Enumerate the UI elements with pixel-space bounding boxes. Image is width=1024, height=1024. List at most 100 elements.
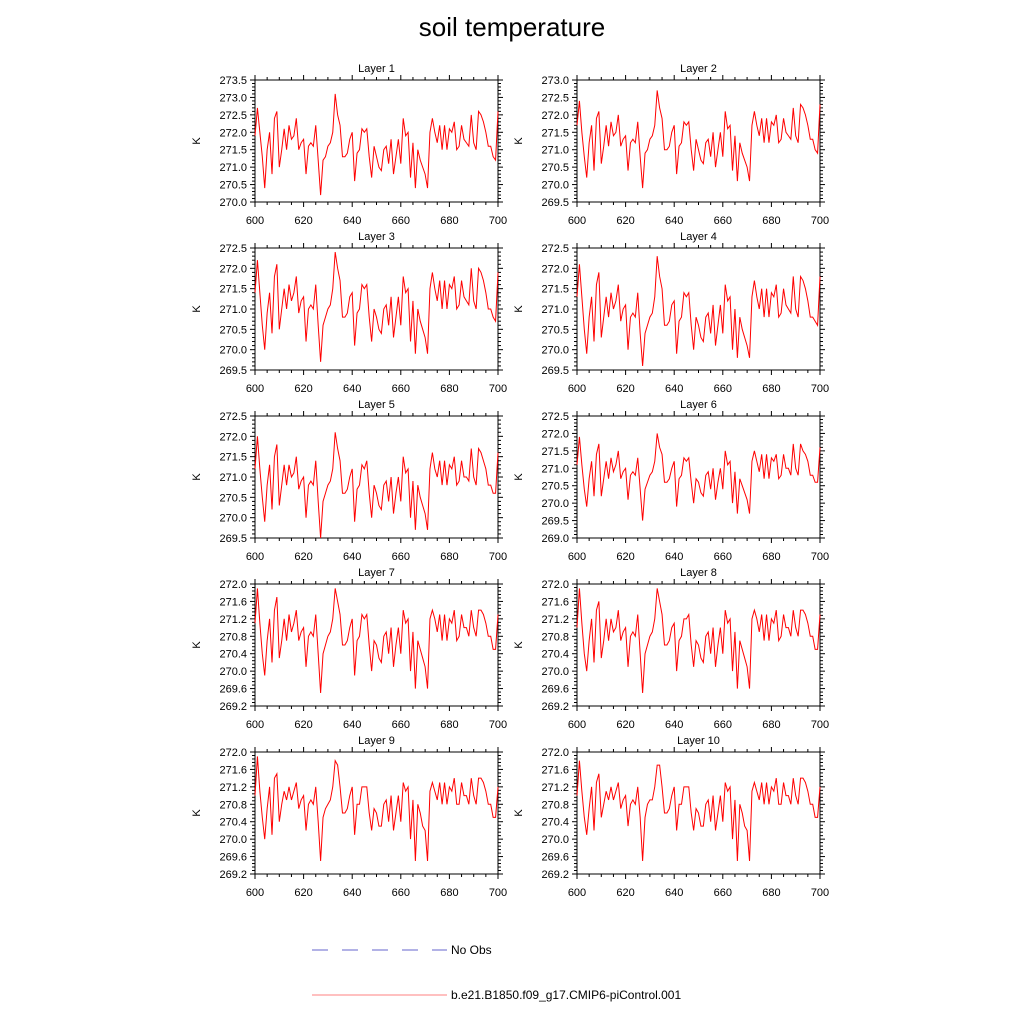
y-tick-label: 269.2 (219, 701, 247, 713)
panel-layer-1: Layer 1 270.0 270.5 271.0 271.5 272.0 272.5 273… (191, 63, 507, 227)
y-tick-label: 270.0 (219, 345, 247, 357)
plot-frame (254, 247, 499, 371)
y-tick-label: 272.0 (219, 579, 247, 591)
y-tick-label: 272.0 (541, 428, 569, 440)
y-tick-label: 271.5 (219, 452, 247, 464)
x-tick-label: 620 (616, 719, 634, 731)
y-tick-label: 272.0 (541, 747, 569, 759)
x-tick-label: 600 (246, 887, 264, 899)
panel-title: Layer 4 (680, 231, 717, 243)
y-tick-label: 271.6 (541, 596, 569, 608)
x-tick-label: 640 (665, 719, 683, 731)
x-tick-label: 680 (762, 887, 780, 899)
panel-layer-2: Layer 2 269.5 270.0 270.5 271.0 271.5 272.0 272… (513, 63, 829, 227)
x-tick-label: 700 (489, 887, 507, 899)
series-line (254, 93, 499, 196)
x-tick-label: 600 (246, 215, 264, 227)
x-tick-label: 600 (568, 215, 586, 227)
x-tick-label: 640 (343, 887, 361, 899)
panel-layer-10: Layer 10 269.2 269.6 270.0 270.4 270.8 271.2 27… (513, 735, 829, 899)
y-tick-label: 271.5 (541, 446, 569, 458)
y-tick-label: 270.5 (541, 162, 569, 174)
y-tick-label: 270.0 (541, 345, 569, 357)
panel-title: Layer 3 (358, 231, 395, 243)
series-line (576, 256, 821, 366)
plot-frame (576, 79, 821, 203)
y-tick-label: 272.5 (541, 243, 569, 255)
y-tick-label: 270.8 (541, 799, 569, 811)
y-tick-label: 270.0 (219, 513, 247, 525)
y-tick-label: 271.2 (219, 614, 247, 626)
x-tick-label: 700 (811, 215, 829, 227)
series-line (254, 588, 499, 693)
series-line (576, 90, 821, 189)
y-tick-label: 270.5 (541, 481, 569, 493)
y-tick-label: 270.0 (219, 666, 247, 678)
x-tick-label: 700 (811, 551, 829, 563)
panel-layer-9: Layer 9 269.2 269.6 270.0 270.4 270.8 271.2 271… (191, 735, 507, 899)
y-tick-label: 271.0 (541, 463, 569, 475)
panel-title: Layer 5 (358, 399, 395, 411)
x-tick-label: 620 (616, 887, 634, 899)
x-tick-label: 600 (568, 887, 586, 899)
x-tick-label: 620 (616, 551, 634, 563)
y-tick-label: 269.2 (541, 869, 569, 881)
x-tick-label: 700 (489, 551, 507, 563)
y-tick-label: 272.5 (219, 243, 247, 255)
y-axis-label: K (191, 137, 203, 145)
x-tick-label: 680 (440, 215, 458, 227)
plot-frame (576, 415, 821, 539)
y-tick-label: 270.0 (541, 498, 569, 510)
x-tick-label: 640 (665, 383, 683, 395)
x-tick-label: 660 (714, 551, 732, 563)
x-tick-label: 660 (392, 551, 410, 563)
y-tick-label: 269.5 (541, 197, 569, 209)
panel-title: Layer 7 (358, 567, 395, 579)
series-line (254, 251, 499, 362)
y-tick-label: 271.5 (541, 127, 569, 139)
y-tick-label: 270.4 (219, 649, 247, 661)
y-tick-label: 269.5 (219, 365, 247, 377)
series-line (254, 756, 499, 861)
x-tick-label: 600 (568, 551, 586, 563)
panel-layer-6: Layer 6 269.0 269.5 270.0 270.5 271.0 271.5 272… (513, 399, 829, 563)
x-tick-label: 640 (665, 215, 683, 227)
y-tick-label: 271.5 (219, 284, 247, 296)
y-tick-label: 269.6 (541, 684, 569, 696)
y-axis-label: K (191, 305, 203, 313)
panel-layer-8: Layer 8 269.2 269.6 270.0 270.4 270.8 271.2 271… (513, 567, 829, 731)
panel-layer-3: Layer 3 269.5 270.0 270.5 271.0 271.5 272.0 272… (191, 231, 507, 395)
x-tick-label: 620 (294, 719, 312, 731)
y-tick-label: 272.5 (541, 92, 569, 104)
series-line (576, 588, 821, 693)
panel-title: Layer 9 (358, 735, 395, 747)
y-tick-label: 273.0 (219, 92, 247, 104)
panel-title: Layer 10 (677, 735, 720, 747)
figure-title: soil temperature (418, 12, 606, 42)
x-tick-label: 600 (246, 719, 264, 731)
panel-title: Layer 8 (680, 567, 717, 579)
x-tick-label: 600 (568, 719, 586, 731)
y-tick-label: 271.0 (219, 162, 247, 174)
y-tick-label: 269.6 (219, 852, 247, 864)
y-tick-label: 269.2 (219, 869, 247, 881)
x-tick-label: 640 (343, 551, 361, 563)
x-tick-label: 700 (489, 383, 507, 395)
x-tick-label: 700 (811, 383, 829, 395)
y-axis-label: K (191, 809, 203, 817)
y-tick-label: 270.0 (541, 834, 569, 846)
y-tick-label: 272.5 (219, 110, 247, 122)
x-tick-label: 700 (811, 887, 829, 899)
y-tick-label: 270.8 (219, 799, 247, 811)
x-tick-label: 680 (762, 719, 780, 731)
y-tick-label: 272.0 (541, 579, 569, 591)
y-tick-label: 272.0 (541, 110, 569, 122)
y-tick-label: 271.0 (541, 304, 569, 316)
y-axis-label: K (513, 137, 525, 145)
x-tick-label: 680 (440, 383, 458, 395)
y-tick-label: 269.6 (541, 852, 569, 864)
x-tick-label: 660 (714, 215, 732, 227)
y-tick-label: 271.5 (541, 284, 569, 296)
x-tick-label: 660 (392, 887, 410, 899)
